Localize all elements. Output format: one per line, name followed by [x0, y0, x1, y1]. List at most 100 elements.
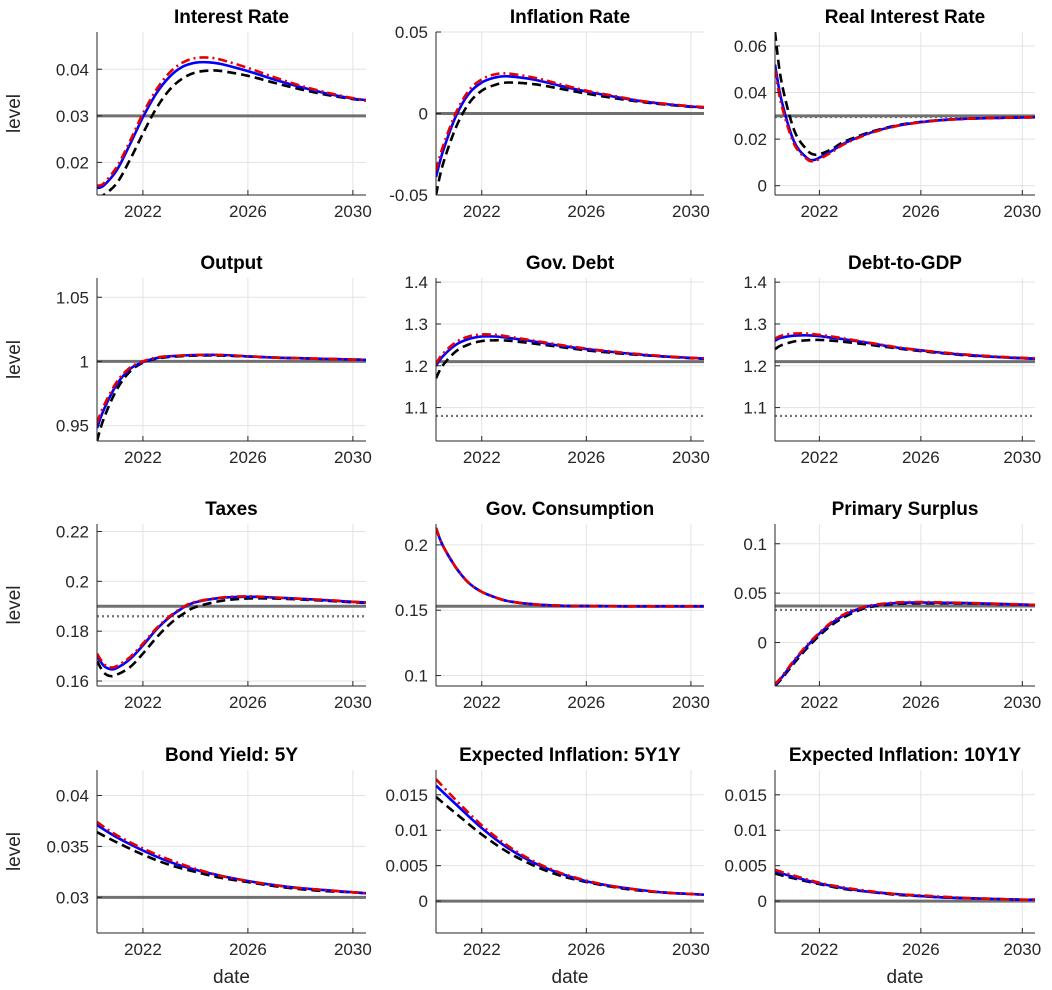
- red-dashdot-line: [436, 72, 704, 171]
- panel-1: 2022 2026 2030 0.02 0.03 0.04 Interest Rate lev…: [4, 7, 372, 221]
- x-tick-label: 2022: [124, 693, 162, 712]
- x-tick-label: 2026: [229, 448, 267, 467]
- x-tick-label: 2030: [334, 940, 372, 959]
- x-tick-label: 2026: [229, 940, 267, 959]
- panel-title: Interest Rate: [174, 7, 289, 28]
- plot-lines: [97, 820, 366, 899]
- x-tick-label: 2026: [902, 448, 940, 467]
- panel-10: 2022 2026 2030 0.03 0.035 0.04 Bond Yield: 5Y l…: [4, 745, 372, 988]
- plot-area: [775, 278, 1035, 441]
- y-tick-label: 1.3: [743, 315, 767, 334]
- x-tick-label: 2026: [902, 202, 940, 221]
- x-axis-label: date: [213, 967, 250, 988]
- y-tick-label: 0: [758, 892, 767, 911]
- y-tick-label: 0.2: [65, 572, 89, 591]
- x-tick-label: 2026: [567, 693, 605, 712]
- x-tick-label: 2030: [672, 448, 710, 467]
- panel-title: Debt-to-GDP: [848, 253, 962, 274]
- y-tick-label: 1.3: [404, 315, 428, 334]
- y-tick-label: 1.1: [404, 399, 428, 418]
- panel-title: Gov. Debt: [526, 253, 615, 274]
- panel-5: 2022 2026 2030 1.1 1.2 1.3 1.4 Gov. Debt: [404, 253, 709, 467]
- x-tick-label: 2022: [124, 448, 162, 467]
- panel-3: 2022 2026 2030 0 0.02 0.04 0.06 Real Interest R…: [734, 7, 1041, 221]
- plot-lines: [775, 868, 1035, 903]
- panel-title: Taxes: [205, 499, 257, 520]
- x-tick-label: 2030: [1003, 448, 1041, 467]
- x-tick-label: 2030: [672, 693, 710, 712]
- x-tick-label: 2030: [672, 202, 710, 221]
- x-tick-label: 2030: [672, 940, 710, 959]
- panel-title: Bond Yield: 5Y: [165, 745, 298, 766]
- plot-lines: [97, 595, 366, 678]
- y-tick-label: 0.15: [395, 601, 428, 620]
- plot-lines: [436, 72, 704, 195]
- y-axis-label: level: [4, 585, 25, 624]
- panel-4: 2022 2026 2030 0.95 1 1.05 Output level: [4, 253, 372, 467]
- y-tick-label: 0.005: [724, 857, 767, 876]
- red-dashdot-line: [775, 332, 1035, 360]
- y-tick-label: 1.05: [56, 288, 89, 307]
- panel-title: Gov. Consumption: [486, 499, 655, 520]
- x-tick-label: 2026: [567, 940, 605, 959]
- x-tick-label: 2022: [800, 448, 838, 467]
- blue-solid-line: [97, 823, 366, 895]
- x-tick-label: 2022: [463, 202, 501, 221]
- plot-lines: [775, 332, 1035, 418]
- plot-lines: [97, 56, 366, 195]
- y-tick-label: 1.1: [743, 399, 767, 418]
- plot-lines: [436, 332, 704, 418]
- panel-title: Real Interest Rate: [825, 7, 986, 28]
- y-axis-label: level: [4, 340, 25, 379]
- x-tick-label: 2022: [800, 202, 838, 221]
- x-tick-label: 2022: [800, 693, 838, 712]
- blue-solid-line: [436, 74, 704, 178]
- plot-lines: [436, 778, 704, 903]
- x-tick-label: 2030: [334, 693, 372, 712]
- red-dashdot-line: [97, 353, 366, 424]
- x-tick-label: 2026: [229, 202, 267, 221]
- y-tick-label: 0.02: [56, 153, 89, 172]
- x-tick-label: 2026: [567, 202, 605, 221]
- y-tick-label: 0.95: [56, 417, 89, 436]
- x-tick-label: 2022: [124, 202, 162, 221]
- y-tick-label: 0.015: [724, 786, 767, 805]
- y-tick-label: 1.2: [743, 357, 767, 376]
- y-tick-label: 0.16: [56, 672, 89, 691]
- plot-area: [775, 32, 1035, 195]
- y-tick-label: 0.05: [395, 23, 428, 42]
- x-tick-label: 2026: [902, 940, 940, 959]
- panel-8: 2022 2026 2030 0.1 0.15 0.2 Gov. Consumption: [395, 499, 710, 712]
- y-tick-label: 0.06: [734, 37, 767, 56]
- y-tick-label: 0.1: [743, 535, 767, 554]
- panel-9: 2022 2026 2030 0 0.05 0.1 Primary Surplus: [734, 499, 1041, 712]
- y-tick-label: 0: [758, 634, 767, 653]
- x-tick-label: 2026: [229, 693, 267, 712]
- y-tick-label: 0.01: [734, 821, 767, 840]
- red-dashdot-line: [97, 595, 366, 669]
- panel-2: 2022 2026 2030 -0.05 0 0.05 Inflation Rate: [389, 7, 710, 221]
- y-tick-label: 0: [419, 105, 428, 124]
- y-tick-label: 0.01: [395, 821, 428, 840]
- y-axis-label: level: [4, 94, 25, 133]
- y-tick-label: 1.4: [404, 273, 428, 292]
- x-tick-label: 2022: [463, 448, 501, 467]
- y-tick-label: 0.015: [385, 786, 428, 805]
- x-axis-label: date: [552, 967, 589, 988]
- y-tick-label: 0: [419, 892, 428, 911]
- y-tick-label: 0.03: [56, 107, 89, 126]
- blue-solid-line: [97, 60, 366, 190]
- red-dashdot-line: [436, 332, 704, 365]
- y-tick-label: 0.005: [385, 857, 428, 876]
- black-dashed-line: [100, 69, 366, 195]
- panel-12: 2022 2026 2030 0 0.005 0.01 0.015 Expected Infl…: [724, 745, 1041, 988]
- y-tick-label: 0.22: [56, 522, 89, 541]
- panel-title: Expected Inflation: 10Y1Y: [789, 745, 1022, 766]
- y-tick-label: 0.1: [404, 667, 428, 686]
- y-tick-label: 0.04: [734, 84, 767, 103]
- panel-title: Expected Inflation: 5Y1Y: [459, 745, 681, 766]
- panel-title: Inflation Rate: [510, 7, 630, 28]
- x-tick-label: 2022: [463, 693, 501, 712]
- x-tick-label: 2022: [463, 940, 501, 959]
- y-tick-label: 1: [80, 352, 89, 371]
